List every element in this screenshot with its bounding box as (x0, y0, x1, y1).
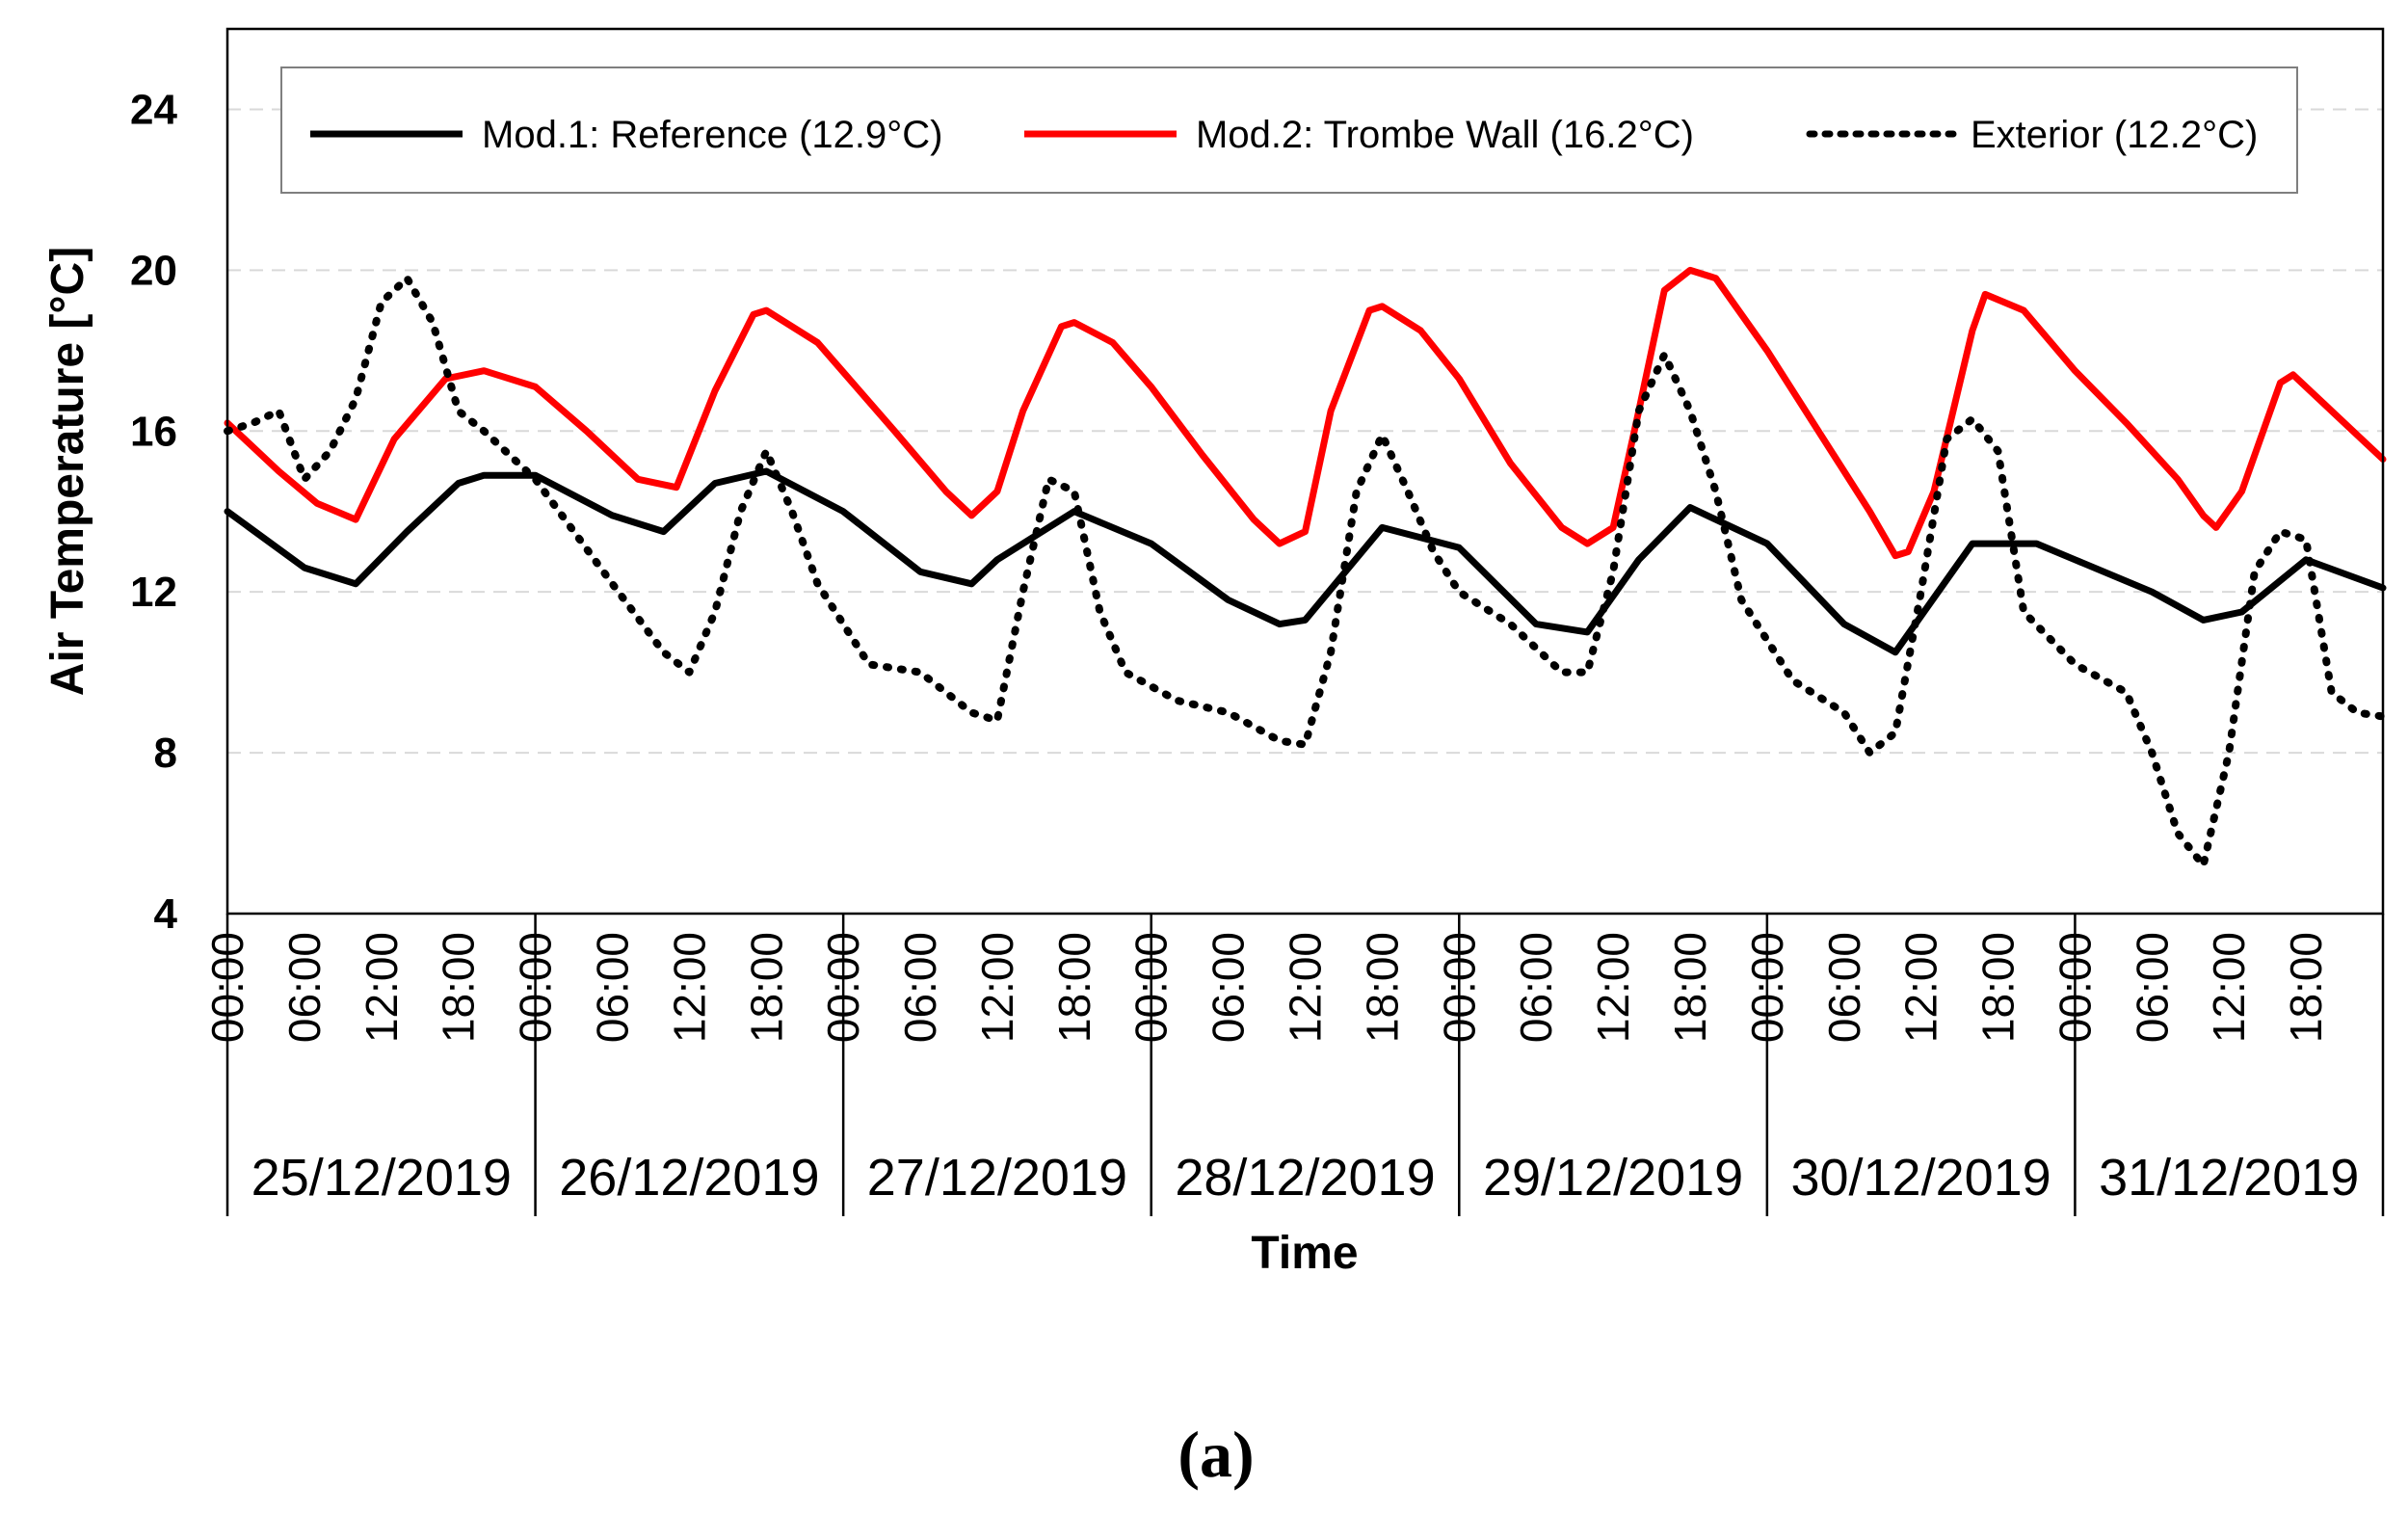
hour-tick-label: 00:00 (2050, 932, 2100, 1043)
hour-tick-label: 12:00 (357, 932, 407, 1043)
hour-tick-label: 00:00 (1434, 932, 1484, 1043)
hour-tick-label: 18:00 (2281, 932, 2331, 1043)
hour-tick-label: 18:00 (1665, 932, 1715, 1043)
legend-box (280, 66, 2298, 194)
x-axis-title: Time (1251, 1228, 1358, 1279)
hour-tick-label: 12:00 (2204, 932, 2254, 1043)
hour-tick-label: 18:00 (434, 932, 484, 1043)
date-label: 31/12/2019 (2099, 1149, 2359, 1207)
y-tick-label: 16 (130, 408, 177, 455)
hour-tick-label: 12:00 (1896, 932, 1946, 1043)
y-axis-ticks: 4 8 12 16 20 24 (130, 86, 177, 938)
data-series (224, 266, 2387, 869)
date-label: 28/12/2019 (1175, 1149, 1435, 1207)
y-axis-title: Air Temperature [°C] (42, 247, 93, 696)
date-label: 29/12/2019 (1483, 1149, 1743, 1207)
y-tick-label: 24 (130, 86, 177, 133)
hour-tick-label: 06:00 (1204, 932, 1254, 1043)
date-label: 25/12/2019 (251, 1149, 512, 1207)
hour-tick-label: 18:00 (1357, 932, 1407, 1043)
hour-tick-label: 18:00 (1049, 932, 1099, 1043)
hour-tick-label: 06:00 (895, 932, 945, 1043)
figure-caption: (a) (1178, 1418, 1254, 1491)
hour-tick-label: 06:00 (2127, 932, 2177, 1043)
hour-tick-label: 12:00 (1588, 932, 1638, 1043)
hour-tick-label: 06:00 (1819, 932, 1869, 1043)
series-line-trombe-wall (224, 266, 2387, 560)
y-tick-label: 12 (130, 569, 177, 616)
legend: Mod.1: Reference (12.9°C) Mod.2: Trombe … (280, 66, 2298, 194)
legend-label-exterior: Exterior (12.2°C) (1971, 114, 2258, 156)
y-tick-label: 8 (154, 730, 177, 777)
hour-tick-label: 12:00 (972, 932, 1022, 1043)
hour-tick-label: 18:00 (1973, 932, 2024, 1043)
hour-tick-label: 12:00 (664, 932, 714, 1043)
date-label: 26/12/2019 (559, 1149, 819, 1207)
series-line-reference (224, 467, 2387, 656)
legend-label-reference: Mod.1: Reference (12.9°C) (482, 114, 942, 156)
date-label: 27/12/2019 (867, 1149, 1127, 1207)
hour-tick-label: 06:00 (279, 932, 330, 1043)
hour-tick-label: 00:00 (818, 932, 868, 1043)
hour-tick-label: 06:00 (588, 932, 638, 1043)
hour-tick-label: 12:00 (1281, 932, 1331, 1043)
hour-tick-label: 18:00 (741, 932, 791, 1043)
hour-tick-label: 06:00 (1511, 932, 1561, 1043)
legend-label-trombe-wall: Mod.2: Trombe Wall (16.2°C) (1196, 114, 1694, 156)
date-label: 30/12/2019 (1790, 1149, 2051, 1207)
series-line-exterior (224, 274, 2387, 869)
hour-tick-label: 00:00 (202, 932, 252, 1043)
hour-tick-label: 00:00 (1742, 932, 1792, 1043)
plot-area-border (225, 27, 2385, 916)
hour-tick-label: 00:00 (511, 932, 561, 1043)
y-tick-label: 20 (130, 247, 177, 294)
hour-tick-label: 00:00 (1126, 932, 1177, 1043)
x-axis-categories: 00:00 06:00 12:00 18:00 25/12/2019 00:00 06:00… (202, 914, 2385, 1216)
y-tick-label: 4 (154, 890, 178, 938)
